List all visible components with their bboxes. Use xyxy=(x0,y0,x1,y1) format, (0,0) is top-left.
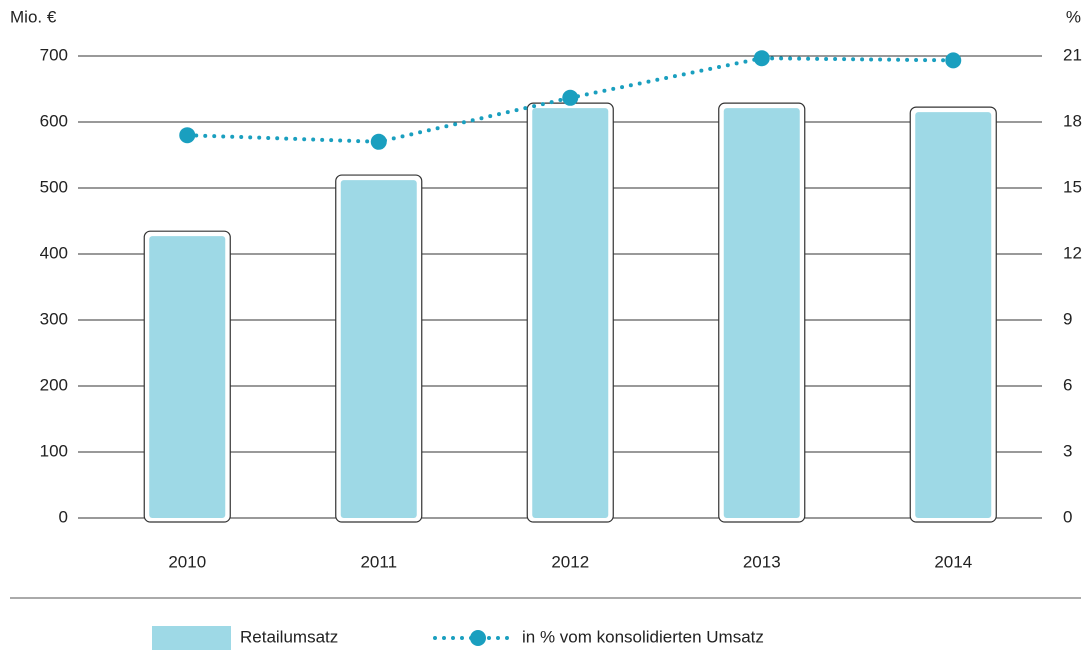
y-tick-label: 600 xyxy=(40,111,68,130)
y-axis-label: Mio. € xyxy=(10,7,57,26)
y2-tick-label: 15 xyxy=(1063,177,1082,196)
y2-axis-label: % xyxy=(1066,7,1081,26)
y2-tick-label: 18 xyxy=(1063,111,1082,130)
line-point xyxy=(370,133,387,150)
bar xyxy=(723,108,800,518)
legend-label: Retailumsatz xyxy=(240,627,338,646)
bar xyxy=(149,236,226,518)
y2-tick-label: 9 xyxy=(1063,309,1072,328)
legend-swatch xyxy=(470,630,486,646)
x-tick-label: 2012 xyxy=(551,552,589,571)
x-tick-label: 2013 xyxy=(743,552,781,571)
x-tick-label: 2010 xyxy=(168,552,206,571)
y-tick-label: 400 xyxy=(40,243,68,262)
y-tick-label: 200 xyxy=(40,375,68,394)
y-tick-label: 300 xyxy=(40,309,68,328)
bar xyxy=(340,180,417,518)
y2-tick-label: 3 xyxy=(1063,441,1072,460)
y2-tick-label: 12 xyxy=(1063,243,1082,262)
bar xyxy=(532,108,609,518)
x-tick-label: 2011 xyxy=(360,552,397,571)
y2-tick-label: 6 xyxy=(1063,375,1072,394)
line-point xyxy=(753,50,770,67)
x-tick-label: 2014 xyxy=(934,552,972,571)
y-tick-label: 500 xyxy=(40,177,68,196)
y-tick-label: 0 xyxy=(59,507,68,526)
y2-tick-label: 0 xyxy=(1063,507,1072,526)
line-point xyxy=(179,127,196,144)
line-point xyxy=(562,89,579,106)
y2-tick-label: 21 xyxy=(1063,45,1082,64)
legend-label: in % vom konsolidierten Umsatz xyxy=(522,627,764,646)
y-tick-label: 700 xyxy=(40,45,68,64)
y-tick-label: 100 xyxy=(40,441,68,460)
line-point xyxy=(945,52,962,69)
legend-swatch xyxy=(152,626,231,650)
bar xyxy=(915,112,992,518)
